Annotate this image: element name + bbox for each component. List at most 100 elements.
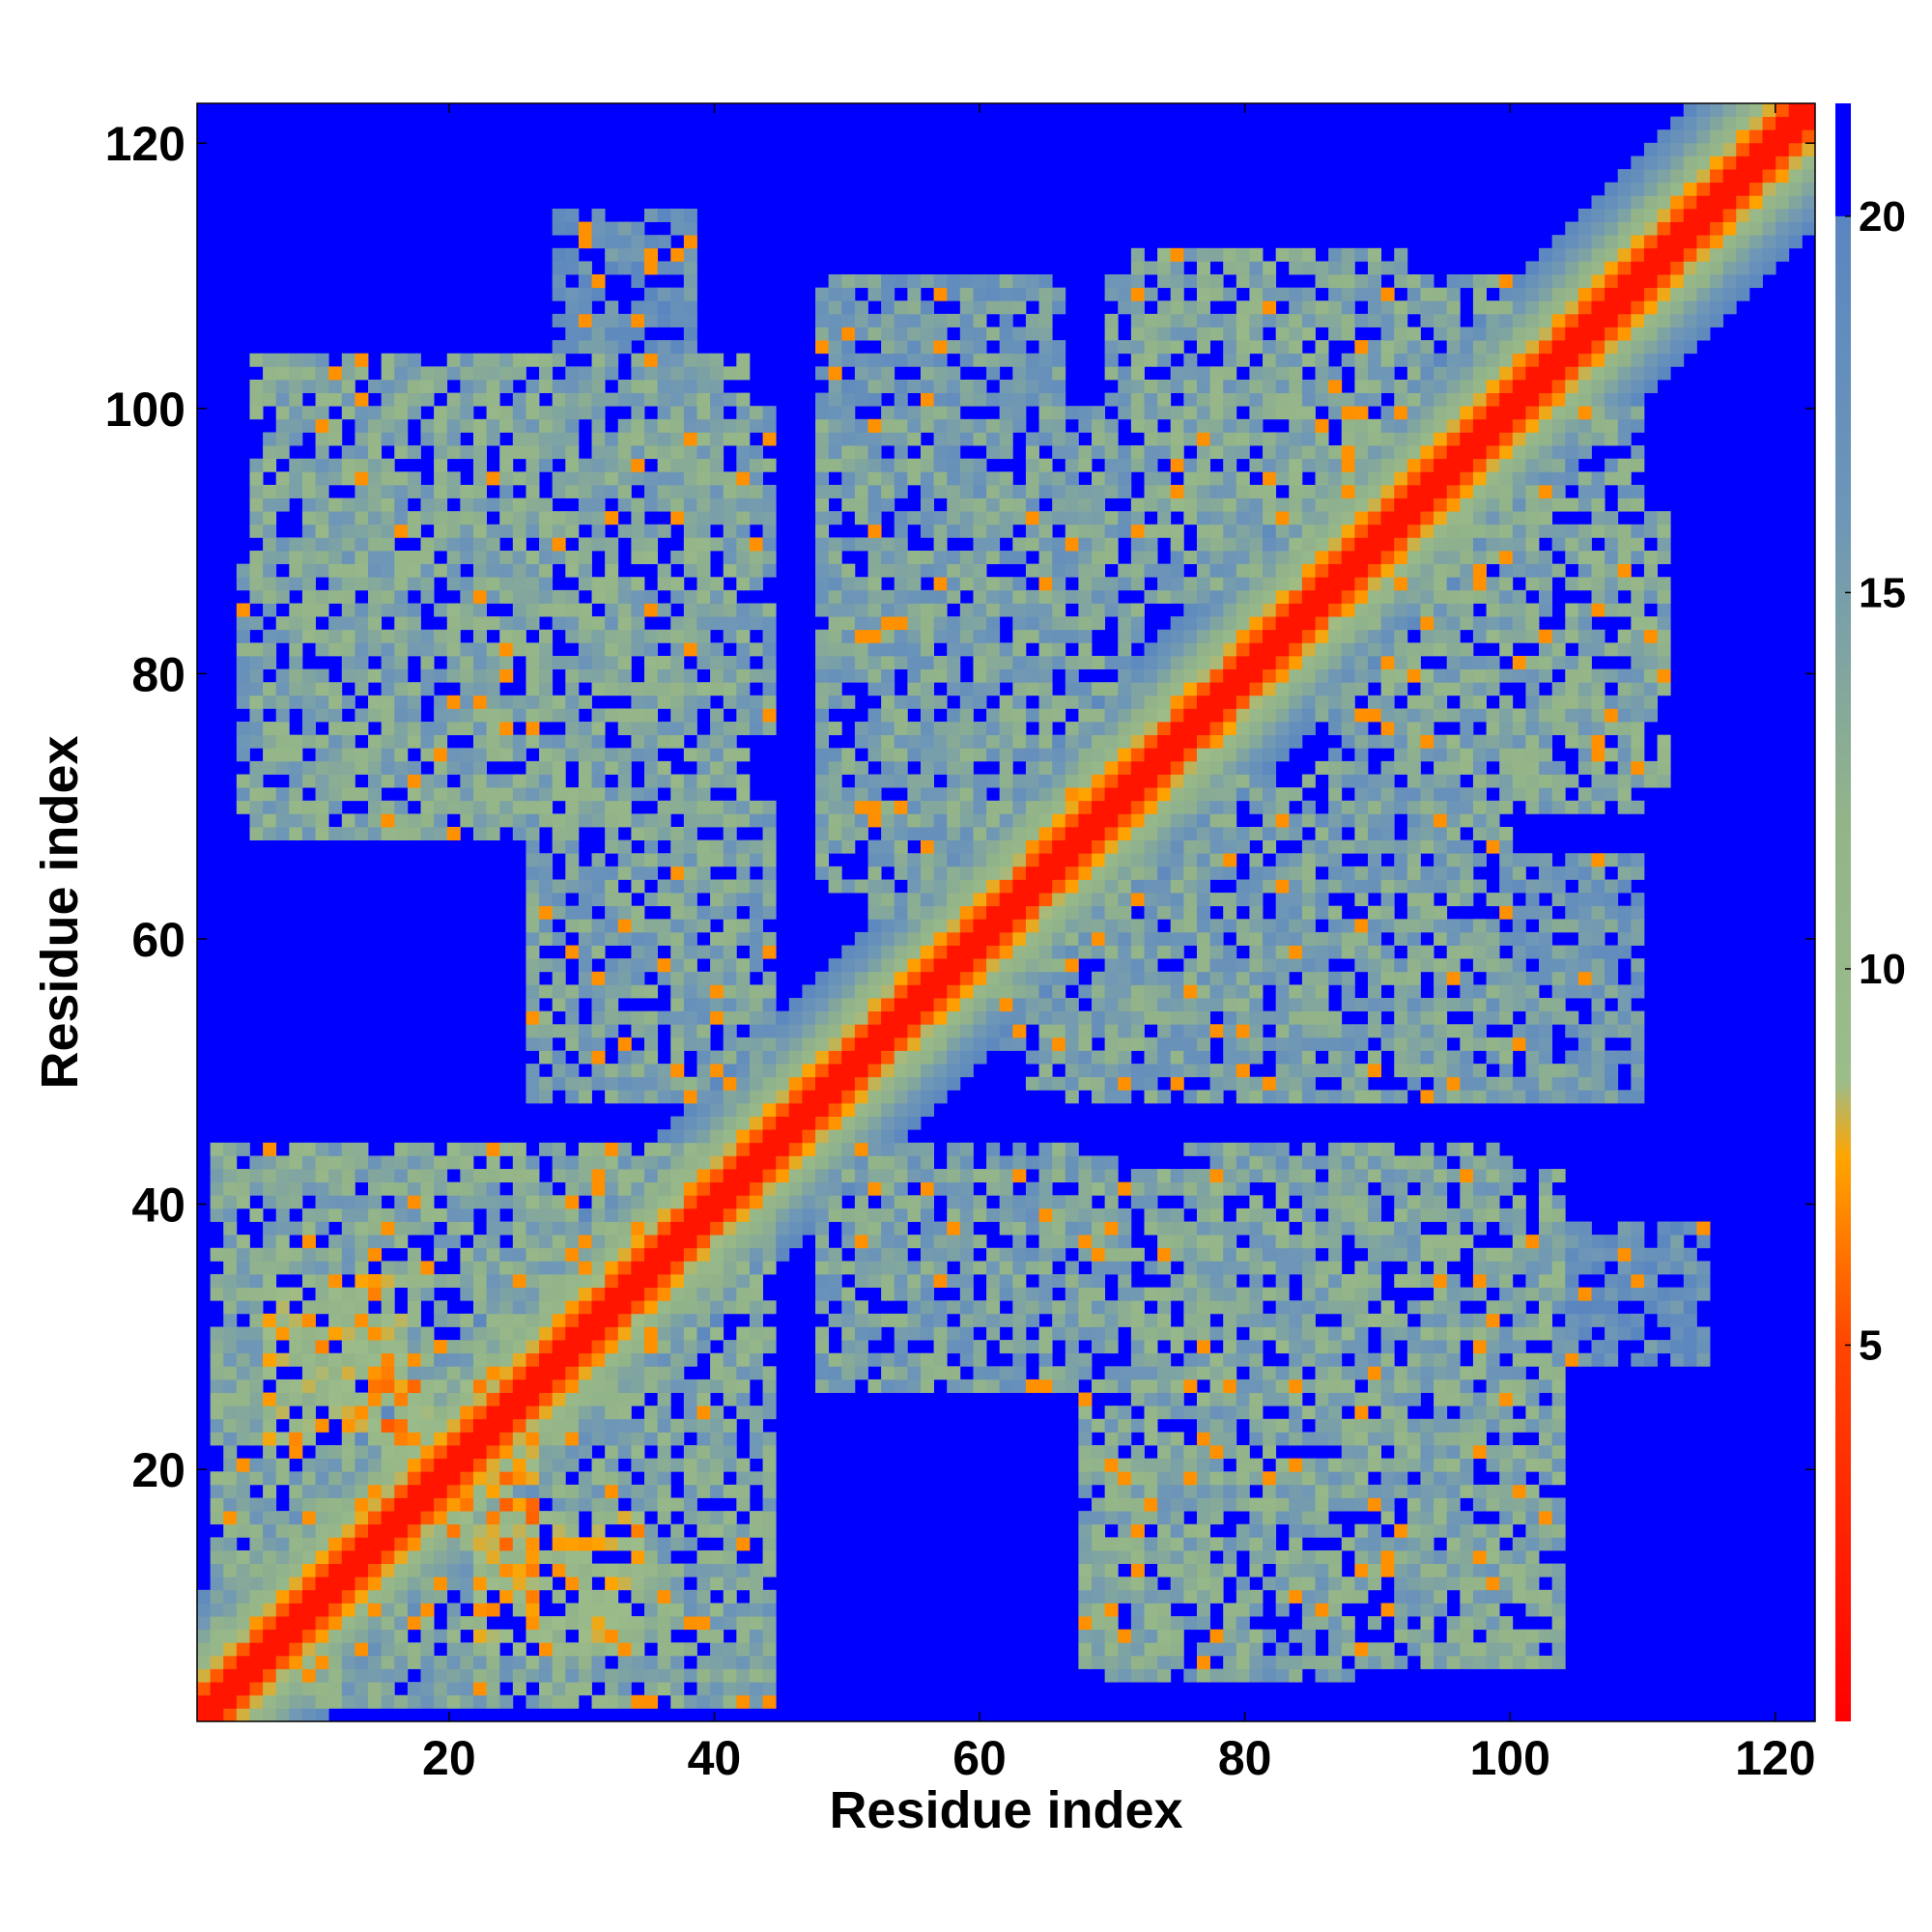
heatmap-cell <box>1092 1471 1106 1486</box>
heatmap-cell <box>683 1471 697 1486</box>
heatmap-cell <box>275 392 290 407</box>
heatmap-cell <box>420 629 435 643</box>
heatmap-cell <box>407 1378 421 1393</box>
heatmap-cell <box>1025 1287 1039 1301</box>
heatmap-cell <box>591 1208 606 1222</box>
heatmap-cell <box>907 945 922 959</box>
heatmap-cell <box>275 1392 290 1406</box>
heatmap-cell <box>617 893 632 907</box>
heatmap-cell <box>631 1326 645 1341</box>
heatmap-cell <box>578 1247 592 1262</box>
heatmap-cell <box>355 629 369 643</box>
heatmap-cell <box>867 879 882 894</box>
heatmap-cell <box>828 971 842 985</box>
heatmap-cell <box>776 1247 790 1262</box>
heatmap-cell <box>1104 524 1119 538</box>
heatmap-cell <box>749 1366 763 1380</box>
heatmap-cell <box>263 1589 277 1604</box>
heatmap-cell <box>999 1366 1013 1380</box>
heatmap-cell <box>289 1589 303 1604</box>
heatmap-cell <box>723 432 737 446</box>
heatmap-cell <box>947 866 961 880</box>
heatmap-cell <box>210 1603 224 1617</box>
heatmap-cell <box>644 392 659 407</box>
heatmap-cell <box>631 261 645 275</box>
heatmap-cell <box>920 471 934 486</box>
heatmap-cell <box>736 1616 751 1631</box>
heatmap-cell <box>289 379 303 393</box>
heatmap-cell <box>341 1549 355 1564</box>
heatmap-cell <box>617 484 632 498</box>
heatmap-cell <box>631 458 645 472</box>
heatmap-cell <box>1038 1340 1053 1354</box>
heatmap-cell <box>355 1142 369 1156</box>
heatmap-cell <box>894 1102 908 1117</box>
heatmap-cell <box>683 1418 697 1433</box>
heatmap-cell <box>315 524 329 538</box>
heatmap-cell <box>355 1169 369 1183</box>
heatmap-cell <box>420 1589 435 1604</box>
heatmap-cell <box>723 1549 737 1564</box>
heatmap-cell <box>1078 893 1093 907</box>
heatmap-cell <box>670 1037 685 1051</box>
heatmap-cell <box>644 1432 659 1446</box>
heatmap-cell <box>263 722 277 736</box>
heatmap-cell <box>341 1392 355 1406</box>
heatmap-cell <box>249 1589 264 1604</box>
heatmap-cell <box>854 1195 868 1209</box>
heatmap-cell <box>617 1616 632 1631</box>
heatmap-cell <box>1065 748 1079 762</box>
heatmap-cell <box>1104 1577 1119 1591</box>
heatmap-cell <box>828 1378 842 1393</box>
heatmap-cell <box>657 1458 671 1472</box>
heatmap-cell <box>472 589 487 604</box>
heatmap-cell <box>644 748 659 762</box>
heatmap-cell <box>512 1471 526 1486</box>
heatmap-cell <box>565 418 580 433</box>
heatmap-cell <box>381 1181 395 1196</box>
heatmap-cell <box>959 577 974 591</box>
heatmap-cell <box>710 1471 724 1486</box>
heatmap-cell <box>1065 1076 1079 1091</box>
heatmap-cell <box>683 616 697 631</box>
heatmap-cell <box>723 1221 737 1236</box>
heatmap-cell <box>736 1287 751 1301</box>
heatmap-cell <box>999 668 1013 683</box>
heatmap-cell <box>710 839 724 854</box>
heatmap-cell <box>999 497 1013 512</box>
heatmap-cell <box>1038 511 1053 526</box>
heatmap-cell <box>867 958 882 973</box>
heatmap-cell <box>617 379 632 393</box>
heatmap-cell <box>670 1589 685 1604</box>
heatmap-cell <box>460 1471 474 1486</box>
heatmap-cell <box>355 1484 369 1498</box>
heatmap-cell <box>368 800 383 814</box>
heatmap-cell <box>565 748 580 762</box>
heatmap-cell <box>815 748 830 762</box>
heatmap-cell <box>1052 800 1066 814</box>
heatmap-cell <box>275 1261 290 1275</box>
heatmap-cell <box>723 1116 737 1130</box>
heatmap-cell <box>696 1326 711 1341</box>
heatmap-cell <box>670 1195 685 1209</box>
heatmap-cell <box>973 919 987 933</box>
heatmap-cell <box>867 1090 882 1104</box>
heatmap-cell <box>696 432 711 446</box>
heatmap-cell <box>368 708 383 723</box>
heatmap-cell <box>894 432 908 446</box>
heatmap-cell <box>591 1287 606 1301</box>
heatmap-cell <box>881 563 895 578</box>
heatmap-cell <box>644 1076 659 1091</box>
heatmap-cell <box>867 418 882 433</box>
heatmap-cell <box>907 577 922 591</box>
heatmap-cell <box>552 1366 566 1380</box>
heatmap-cell <box>472 722 487 736</box>
heatmap-cell <box>854 1155 868 1170</box>
heatmap-cell <box>539 1668 554 1683</box>
heatmap-cell <box>683 274 697 289</box>
heatmap-cell <box>460 1392 474 1406</box>
heatmap-cell <box>841 1129 856 1144</box>
heatmap-cell <box>736 511 751 526</box>
heatmap-cell <box>1104 1366 1119 1380</box>
heatmap-cell <box>289 1603 303 1617</box>
